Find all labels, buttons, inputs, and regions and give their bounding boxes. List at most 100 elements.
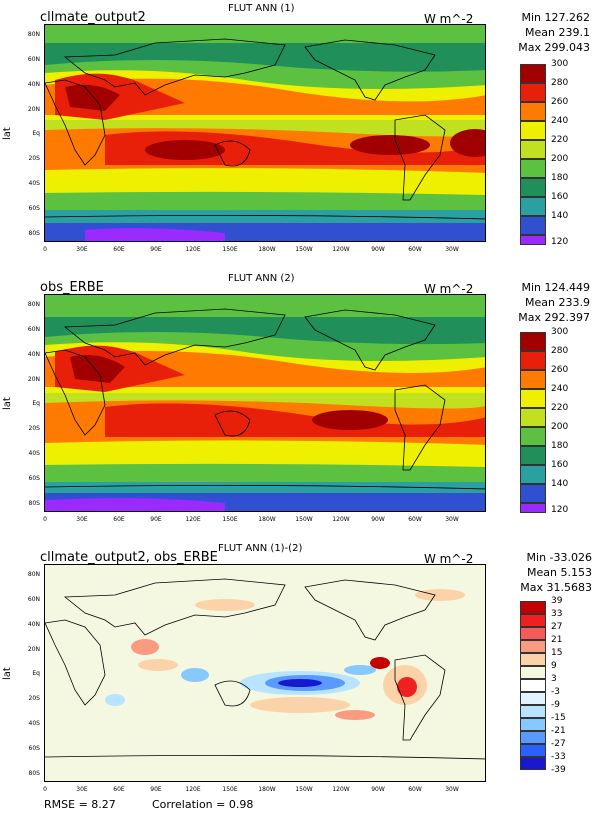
lon-tick: 30W	[445, 246, 459, 253]
colorbar-box	[520, 465, 546, 484]
colorbar-box	[520, 197, 546, 216]
map-plot	[44, 24, 486, 242]
colorbar-box	[520, 692, 546, 705]
lat-tick: 20N	[27, 376, 40, 383]
lat-tick: 80N	[27, 301, 40, 308]
lat-tick: Eq	[32, 670, 40, 677]
lon-tick: 120W	[332, 246, 350, 253]
panel-stats: Min -33.026 Mean 5.153 Max 31.5683	[520, 550, 592, 595]
lon-tick: 30E	[76, 516, 88, 523]
colorbar-label: 120	[551, 505, 569, 515]
lon-tick: 180W	[258, 516, 276, 523]
lon-tick: 180W	[258, 786, 276, 793]
colorbar-box	[520, 121, 546, 140]
lon-tick: 90W	[371, 246, 385, 253]
map-field	[45, 565, 485, 781]
lat-tick: Eq	[32, 130, 40, 137]
colorbar-label: 120	[551, 237, 569, 247]
stat-mean: Mean 233.9	[525, 296, 590, 309]
colorbar-label: 33	[551, 609, 563, 619]
lon-tick: 60W	[408, 516, 422, 523]
colorbar-box	[520, 757, 546, 770]
colorbar-label: 15	[551, 648, 563, 658]
lat-tick: Eq	[32, 400, 40, 407]
colorbar-box	[520, 718, 546, 731]
lat-tick: 40S	[28, 450, 40, 457]
stat-max: Max 31.5683	[520, 581, 592, 594]
colorbar-label: -3	[551, 687, 560, 697]
colorbar-label: 200	[551, 154, 569, 164]
lon-tick: 90E	[150, 246, 162, 253]
colorbar-label: -15	[551, 713, 566, 723]
colorbar-box	[520, 102, 546, 121]
colorbar-box	[520, 389, 546, 408]
colorbar-box	[520, 627, 546, 640]
lon-tick: 120E	[185, 516, 201, 523]
colorbar-label: 240	[551, 384, 569, 394]
lon-tick: 150W	[295, 246, 313, 253]
colorbar-label: 39	[551, 596, 563, 606]
lon-tick: 150W	[295, 516, 313, 523]
lat-tick: 60N	[27, 326, 40, 333]
lon-tick: 60W	[408, 246, 422, 253]
colorbar-label: 3	[551, 674, 557, 684]
stat-mean: Mean 239.1	[525, 26, 590, 39]
lat-tick: 40S	[28, 180, 40, 187]
lat-tick: 20N	[27, 646, 40, 653]
colorbar-label: 260	[551, 365, 569, 375]
colorbar-box	[520, 408, 546, 427]
panel-left-title: obs_ERBE	[40, 280, 104, 295]
colorbar-label: -21	[551, 726, 566, 736]
map-field	[45, 25, 485, 241]
lon-tick: 120W	[332, 516, 350, 523]
lat-tick: 20S	[28, 695, 40, 702]
panel-center-title: FLUT ANN (1)-(2)	[218, 543, 303, 554]
panel-units: W m^-2	[424, 12, 474, 26]
lat-tick: 20N	[27, 106, 40, 113]
colorbar-label: 220	[551, 403, 569, 413]
colorbar-label: 260	[551, 97, 569, 107]
lon-tick: 30W	[445, 786, 459, 793]
colorbar-label: -39	[551, 765, 566, 775]
colorbar-box	[520, 679, 546, 692]
stat-min: Min 127.262	[521, 11, 590, 24]
stat-max: Max 299.043	[518, 41, 590, 54]
colorbar-label: -27	[551, 739, 566, 749]
lat-tick: 80N	[27, 571, 40, 578]
lon-tick: 60E	[113, 246, 125, 253]
lon-tick: 60E	[113, 516, 125, 523]
panel-units: W m^-2	[424, 552, 474, 566]
colorbar-label: 240	[551, 116, 569, 126]
lon-tick: 90E	[150, 786, 162, 793]
lon-tick: 90W	[371, 516, 385, 523]
lat-tick: 80S	[28, 500, 40, 507]
colorbar-label: 180	[551, 173, 569, 183]
colorbar-label: 140	[551, 479, 569, 489]
lon-tick: 60E	[113, 786, 125, 793]
colorbar-box	[520, 666, 546, 679]
colorbar-label: 300	[551, 327, 569, 337]
map-plot	[44, 564, 486, 782]
lon-tick: 30E	[76, 246, 88, 253]
panel-center-title: FLUT ANN (1)	[228, 3, 295, 14]
stat-min: Min 124.449	[521, 281, 590, 294]
colorbar-label: 200	[551, 422, 569, 432]
lat-tick: 80S	[28, 230, 40, 237]
colorbar-label: 160	[551, 192, 569, 202]
colorbar-label: -33	[551, 752, 566, 762]
y-axis-label: lat	[2, 397, 13, 410]
colorbar-label: 27	[551, 622, 563, 632]
lon-tick: 30W	[445, 516, 459, 523]
panel-left-title: cllmate_output2	[40, 10, 146, 25]
colorbar-label: 21	[551, 635, 563, 645]
colorbar-box	[520, 601, 546, 614]
colorbar-box	[520, 332, 546, 351]
lon-tick: 0	[43, 516, 47, 523]
colorbar-box	[520, 640, 546, 653]
colorbar-box	[520, 178, 546, 197]
colorbar-box	[520, 744, 546, 757]
lon-tick: 120E	[185, 246, 201, 253]
lat-tick: 60S	[28, 475, 40, 482]
colorbar-box	[520, 140, 546, 159]
lon-tick: 150E	[222, 246, 238, 253]
